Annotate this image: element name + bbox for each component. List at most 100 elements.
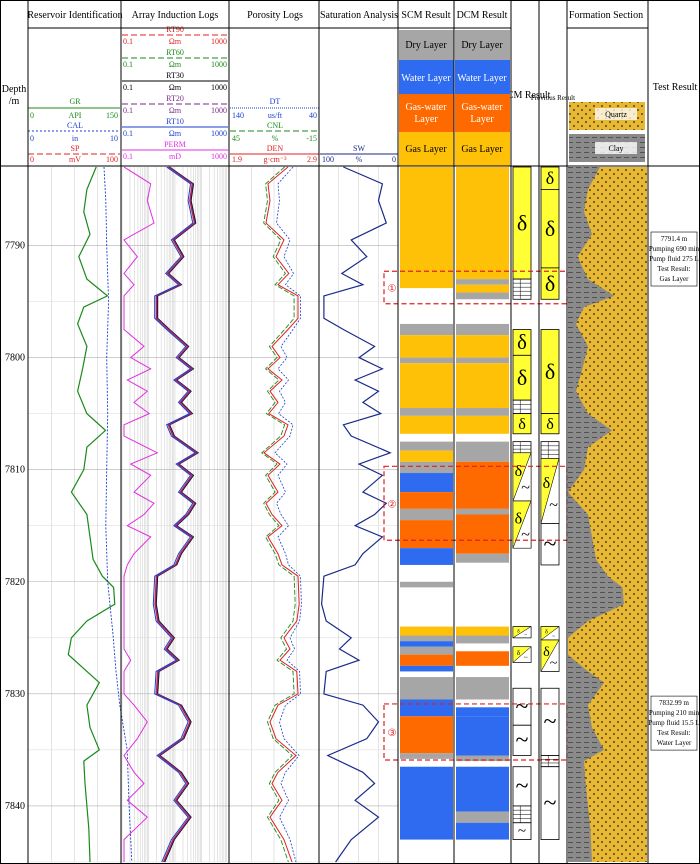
test-result-box-2 bbox=[650, 695, 698, 751]
cal-max: 10 bbox=[110, 134, 118, 143]
dcm-gas-glyph: δ bbox=[517, 332, 527, 354]
interval-label-1: ① bbox=[388, 284, 397, 295]
aic-max-rt20: 1000 bbox=[211, 106, 227, 115]
depth-tick-label: 7820 bbox=[5, 577, 25, 588]
dcm-gas-glyph: δ bbox=[517, 628, 520, 634]
dcm-water-glyph: ~ bbox=[518, 824, 526, 840]
sw-name: SW bbox=[353, 144, 365, 153]
test-result-line: Pumping 690 min bbox=[649, 245, 700, 253]
scm-layer-water bbox=[400, 641, 453, 647]
dcm-layer-gas bbox=[456, 167, 509, 280]
dt-unit: us/ft bbox=[268, 111, 283, 120]
dcm-layer-gas bbox=[456, 284, 509, 293]
test-result-line: 7791.4 m bbox=[661, 235, 688, 243]
aic-max-perm: 1000 bbox=[211, 152, 227, 161]
den-curve bbox=[263, 166, 300, 863]
dcm-layer-dry bbox=[456, 323, 509, 336]
porosity-curve-headers: DT 140 us/ft 40 CNL 45 % -15 DEN 1.9 g·c… bbox=[230, 97, 319, 164]
scm-layer-gas bbox=[400, 335, 453, 358]
dcm-layer-dry bbox=[456, 357, 509, 364]
reservoir-curve-headers: GR 0 API 150 CAL 0 in 10 SP 0 mV 100 bbox=[28, 97, 120, 164]
aic-unit-rt10: Ωm bbox=[169, 129, 182, 138]
scm-layer-dry bbox=[400, 581, 453, 588]
legend-water-scm: Water Layer bbox=[401, 73, 451, 84]
test-result-box-1 bbox=[650, 231, 698, 287]
dcm-layer-dry bbox=[456, 408, 509, 416]
prev-gas-glyph: δ bbox=[545, 359, 555, 384]
legend-gaswater-scm-2: Layer bbox=[414, 114, 438, 125]
scm-layer-gaswater bbox=[400, 716, 453, 754]
cnl-name: CNL bbox=[267, 121, 283, 130]
scm-layer-dry bbox=[400, 441, 453, 451]
sw-unit: % bbox=[356, 155, 363, 164]
cnl-max: -15 bbox=[306, 134, 317, 143]
test-result-boxes: 7791.4 m Pumping 690 min Pump fluid 275 L T… bbox=[648, 231, 700, 751]
perm-curve bbox=[123, 166, 159, 862]
den-name: DEN bbox=[267, 144, 284, 153]
scm-layer-gaswater bbox=[400, 654, 453, 666]
dcm-gas-glyph: δ bbox=[517, 649, 521, 657]
dcm-layer-water bbox=[456, 822, 509, 840]
test-result-line: Pumping 210 min bbox=[649, 709, 700, 717]
track-grids bbox=[28, 167, 398, 863]
dcm-layer-water bbox=[456, 716, 509, 756]
dcm-gaswater-wedge bbox=[512, 646, 532, 663]
cal-min: 0 bbox=[30, 134, 34, 143]
dcm-layer-gas bbox=[456, 335, 509, 358]
prev-water-glyph: ~ bbox=[544, 531, 557, 557]
prev-gas-glyph: δ bbox=[543, 475, 551, 492]
scm-layer-dry bbox=[400, 357, 453, 364]
sp-max: 100 bbox=[106, 155, 118, 164]
dcm-layer-dry bbox=[456, 279, 509, 285]
den-unit: g·cm⁻³ bbox=[263, 155, 287, 164]
legend-gas-dcm: Gas Layer bbox=[461, 144, 503, 155]
dcm-gaswater-wedge bbox=[512, 500, 532, 549]
prev-gas-glyph: δ bbox=[546, 168, 554, 188]
gr-max: 150 bbox=[106, 111, 118, 120]
dcm-gas-glyph: δ bbox=[515, 463, 523, 480]
gr-min: 0 bbox=[30, 111, 34, 120]
dcm-layer-gas bbox=[456, 415, 509, 434]
cal-unit: in bbox=[72, 134, 78, 143]
test-result-line: Test Result: bbox=[657, 265, 690, 273]
dcm-gaswater-wedge bbox=[512, 626, 532, 639]
track-titles: Reservoir Identification Array Induction… bbox=[2, 10, 698, 107]
legend-gaswater-dcm-1: Gas-water bbox=[461, 102, 503, 113]
scm-layer-water bbox=[400, 665, 453, 672]
scm-layer-water bbox=[400, 699, 453, 717]
aic-name-perm: PERM bbox=[164, 140, 186, 149]
dcm-layer-dry bbox=[456, 441, 509, 462]
scm-layer-water bbox=[400, 548, 453, 565]
scm-layer-dry bbox=[400, 508, 453, 521]
dcm-water-glyph: ~ bbox=[516, 728, 529, 754]
prev-symbol-water bbox=[540, 523, 560, 566]
dcm-layer-gaswater bbox=[456, 461, 509, 509]
scm-layer-gas bbox=[400, 450, 453, 462]
depth-tick-label: 7810 bbox=[5, 465, 25, 476]
aic-unit-rt30: Ωm bbox=[169, 83, 182, 92]
aic-name-rt30: RT30 bbox=[166, 71, 184, 80]
scm-layer-gaswater bbox=[400, 520, 453, 549]
prev-water-glyph: ~ bbox=[544, 709, 557, 735]
aic-unit-rt60: Ωm bbox=[169, 60, 182, 69]
scm-layer-gaswater bbox=[400, 492, 453, 509]
dt-name: DT bbox=[270, 97, 281, 106]
prev-water-glyph: ~ bbox=[549, 497, 558, 514]
dcm-layer-dry bbox=[456, 553, 509, 563]
aic-min-rt90: 0.1 bbox=[123, 37, 133, 46]
legend-gaswater-swatch-dcm bbox=[455, 94, 510, 132]
interval-label-3: ③ bbox=[388, 728, 397, 739]
title-saturation: Saturation Analysis bbox=[320, 10, 398, 21]
legend-gaswater-dcm-2: Layer bbox=[470, 114, 494, 125]
sw-max: 0 bbox=[392, 155, 396, 164]
depth-label-2: /m bbox=[9, 96, 20, 107]
prev-symbol-gas bbox=[540, 267, 560, 300]
scm-layer-dry bbox=[400, 635, 453, 642]
dcm-gas-glyph: δ bbox=[518, 416, 526, 433]
prev-symbol-gas bbox=[540, 413, 560, 435]
depth-axis: 7790 7800 7810 7820 7830 7840 bbox=[5, 240, 25, 811]
scm-layer-gas bbox=[400, 415, 453, 434]
aic-max-rt10: 1000 bbox=[211, 129, 227, 138]
dcm-symbol-water bbox=[512, 724, 532, 756]
